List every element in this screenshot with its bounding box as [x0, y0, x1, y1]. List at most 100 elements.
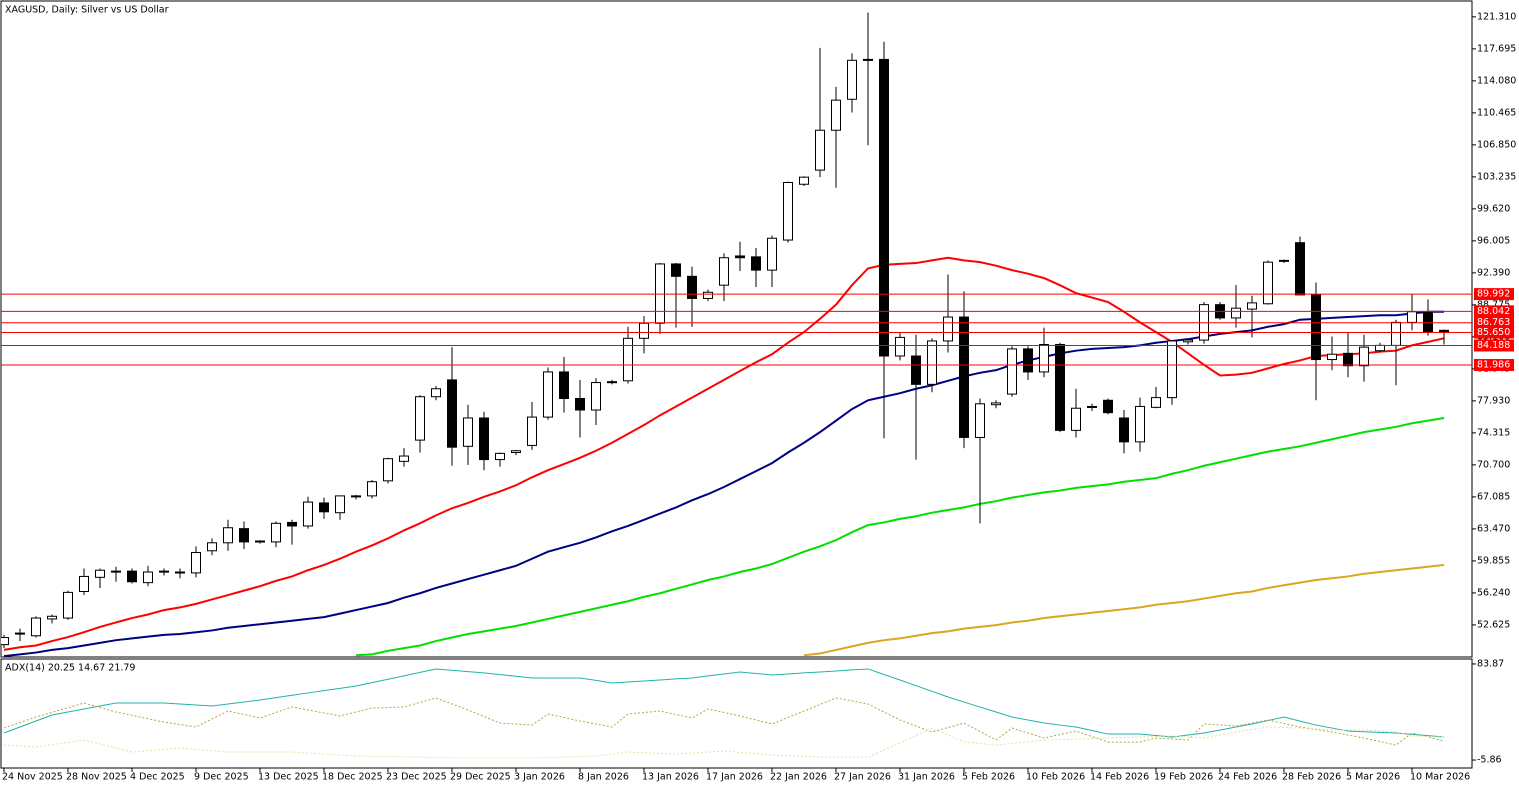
candle-body: [1151, 397, 1161, 408]
candle-body: [159, 570, 169, 573]
candle-body: [1343, 352, 1353, 367]
candle-body: [15, 632, 25, 635]
level-label: 84.188: [1477, 340, 1510, 351]
candle-body: [319, 502, 329, 513]
y-tick-label: 117.695: [1477, 43, 1516, 54]
y-tick-label: 67.085: [1477, 491, 1510, 502]
x-tick-label: 8 Jan 2026: [578, 772, 629, 783]
candle-body: [47, 615, 57, 620]
level-label: 89.992: [1477, 289, 1510, 300]
candle-body: [111, 570, 121, 573]
y-tick-label: 70.700: [1477, 459, 1510, 470]
candle-body: [79, 575, 89, 592]
candle-body: [1391, 321, 1401, 346]
x-tick-label: 13 Dec 2025: [258, 772, 319, 783]
candle-body: [1311, 294, 1321, 361]
x-tick-label: 28 Nov 2025: [66, 772, 127, 783]
x-tick-label: 18 Dec 2025: [322, 772, 383, 783]
candle-body: [335, 495, 345, 514]
candle-body: [1327, 353, 1337, 361]
candle-body: [751, 256, 761, 271]
candle-body: [575, 397, 585, 411]
candle-body: [639, 322, 649, 339]
candle-body: [415, 396, 425, 441]
candle-body: [287, 521, 297, 527]
candle-body: [831, 99, 841, 131]
candle-body: [495, 452, 505, 461]
candle-body: [671, 263, 681, 277]
candle-body: [1071, 407, 1081, 431]
y-tick-label: 92.390: [1477, 267, 1510, 278]
axes: 121.310 117.695 114.080 110.465 106.850 103.2…: [1, 11, 1516, 783]
x-tick-label: 23 Dec 2025: [386, 772, 447, 783]
candle-body: [1039, 343, 1049, 373]
candle-body: [1407, 311, 1417, 323]
y-tick-label: 103.235: [1477, 171, 1516, 182]
candle-body: [815, 129, 825, 171]
candle-body: [223, 527, 233, 544]
candle-body: [959, 316, 969, 438]
candle-body: [1167, 340, 1177, 399]
level-label: 86.763: [1477, 317, 1510, 328]
y-tick-label: 114.080: [1477, 75, 1516, 86]
candle-body: [1247, 302, 1257, 310]
adx-title: ADX(14) 20.25 14.67 21.79: [5, 663, 135, 674]
level-label-box: [1474, 339, 1514, 352]
adx-pane: [0, 658, 1473, 769]
x-tick-label: 24 Nov 2025: [2, 772, 63, 783]
x-tick-label: 3 Jan 2026: [514, 772, 565, 783]
candle-body: [463, 417, 473, 447]
candle-body: [1231, 307, 1241, 319]
candle-body: [799, 176, 809, 185]
x-tick-label: 10 Mar 2026: [1410, 772, 1470, 783]
candle-body: [1183, 339, 1193, 343]
y-tick-label: 74.315: [1477, 427, 1510, 438]
candle-body: [607, 381, 617, 384]
indicator-line: [3, 668, 1445, 738]
candle-body: [655, 263, 665, 324]
candle-body: [175, 571, 185, 574]
candle-body: [1, 637, 9, 646]
candle-body: [927, 340, 937, 385]
y-tick-label: 59.855: [1477, 555, 1510, 566]
candle-body: [1263, 261, 1273, 305]
candle-body: [303, 501, 313, 527]
candle-body: [255, 540, 265, 543]
candle-body: [399, 455, 409, 462]
candle-body: [447, 379, 457, 448]
x-tick-label: 5 Feb 2026: [962, 772, 1015, 783]
candle-body: [191, 552, 201, 574]
y-tick-label: -5.86: [1477, 755, 1502, 766]
candle-body: [543, 371, 553, 418]
candle-body: [351, 495, 361, 498]
candle-body: [943, 316, 953, 342]
x-tick-label: 19 Feb 2026: [1154, 772, 1213, 783]
candle-body: [479, 417, 489, 461]
candle-body: [207, 542, 217, 552]
candle-body: [623, 337, 633, 382]
y-tick-label: 110.465: [1477, 107, 1516, 118]
candle-body: [511, 450, 521, 453]
candle-body: [367, 481, 377, 497]
y-tick-label: 56.240: [1477, 587, 1510, 598]
level-label-box: [1474, 316, 1514, 329]
candle-body: [1295, 242, 1305, 296]
level-label: 85.650: [1477, 327, 1510, 338]
candle-body: [1055, 343, 1065, 431]
x-tick-label: 24 Feb 2026: [1218, 772, 1277, 783]
x-tick-label: 10 Feb 2026: [1026, 772, 1085, 783]
x-tick-label: 22 Jan 2026: [770, 772, 827, 783]
x-tick-label: 5 Mar 2026: [1346, 772, 1400, 783]
candle-body: [143, 571, 153, 584]
y-tick-label: 96.005: [1477, 235, 1510, 246]
candle-body: [719, 257, 729, 286]
candle-body: [879, 58, 889, 357]
moving-average: [803, 563, 1445, 657]
level-label: 88.042: [1477, 306, 1510, 317]
main-pane: [0, 0, 1473, 658]
candle-body: [895, 336, 905, 357]
candle-body: [1023, 348, 1033, 373]
x-tick-label: 27 Jan 2026: [834, 772, 891, 783]
